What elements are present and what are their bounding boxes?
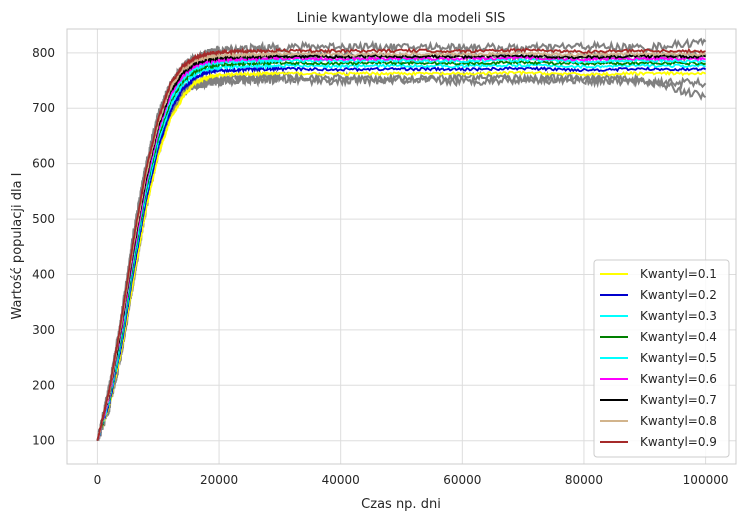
y-tick-label: 600: [32, 157, 55, 171]
x-axis-label: Czas np. dni: [361, 497, 441, 512]
quantile-line: [96, 51, 707, 441]
x-tick-label: 100000: [683, 473, 729, 487]
y-tick-label: 800: [32, 46, 55, 60]
quantile-lines: [96, 47, 707, 441]
legend-label: Kwantyl=0.6: [640, 372, 717, 386]
legend-label: Kwantyl=0.2: [640, 288, 717, 302]
legend-label: Kwantyl=0.1: [640, 267, 717, 281]
y-tick-label: 400: [32, 267, 55, 281]
legend-label: Kwantyl=0.5: [640, 351, 717, 365]
y-tick-label: 700: [32, 101, 55, 115]
plot-frame: [66, 28, 737, 465]
legend-label: Kwantyl=0.4: [640, 330, 717, 344]
legend-box: [593, 259, 730, 458]
quantile-line: [96, 47, 706, 441]
x-tick-label: 40000: [322, 473, 360, 487]
chart-title: Linie kwantylowe dla modeli SIS: [297, 11, 506, 26]
x-tick-label: 60000: [443, 473, 481, 487]
x-axis-ticks: 0 20000 40000 60000 80000 100000: [94, 473, 729, 487]
y-axis-label: Wartość populacji dla I: [10, 172, 25, 319]
quantile-line: [96, 54, 706, 441]
legend-label: Kwantyl=0.8: [640, 414, 717, 428]
y-tick-label: 300: [32, 323, 55, 337]
y-axis-ticks: 100 200 300 400 500 600 700 800: [32, 46, 55, 448]
y-tick-label: 200: [32, 378, 55, 392]
x-tick-label: 20000: [200, 473, 238, 487]
legend-label: Kwantyl=0.9: [640, 435, 717, 449]
quantile-line: [96, 65, 707, 441]
legend-label: Kwantyl=0.7: [640, 393, 717, 407]
legend: Kwantyl=0.1 Kwantyl=0.2 Kwantyl=0.3 Kwantyl…: [593, 259, 730, 458]
x-tick-label: 0: [94, 473, 102, 487]
quantile-line: [96, 70, 707, 441]
y-tick-label: 500: [32, 212, 55, 226]
y-tick-label: 100: [32, 434, 55, 448]
x-tick-label: 80000: [565, 473, 603, 487]
legend-label: Kwantyl=0.3: [640, 309, 717, 323]
